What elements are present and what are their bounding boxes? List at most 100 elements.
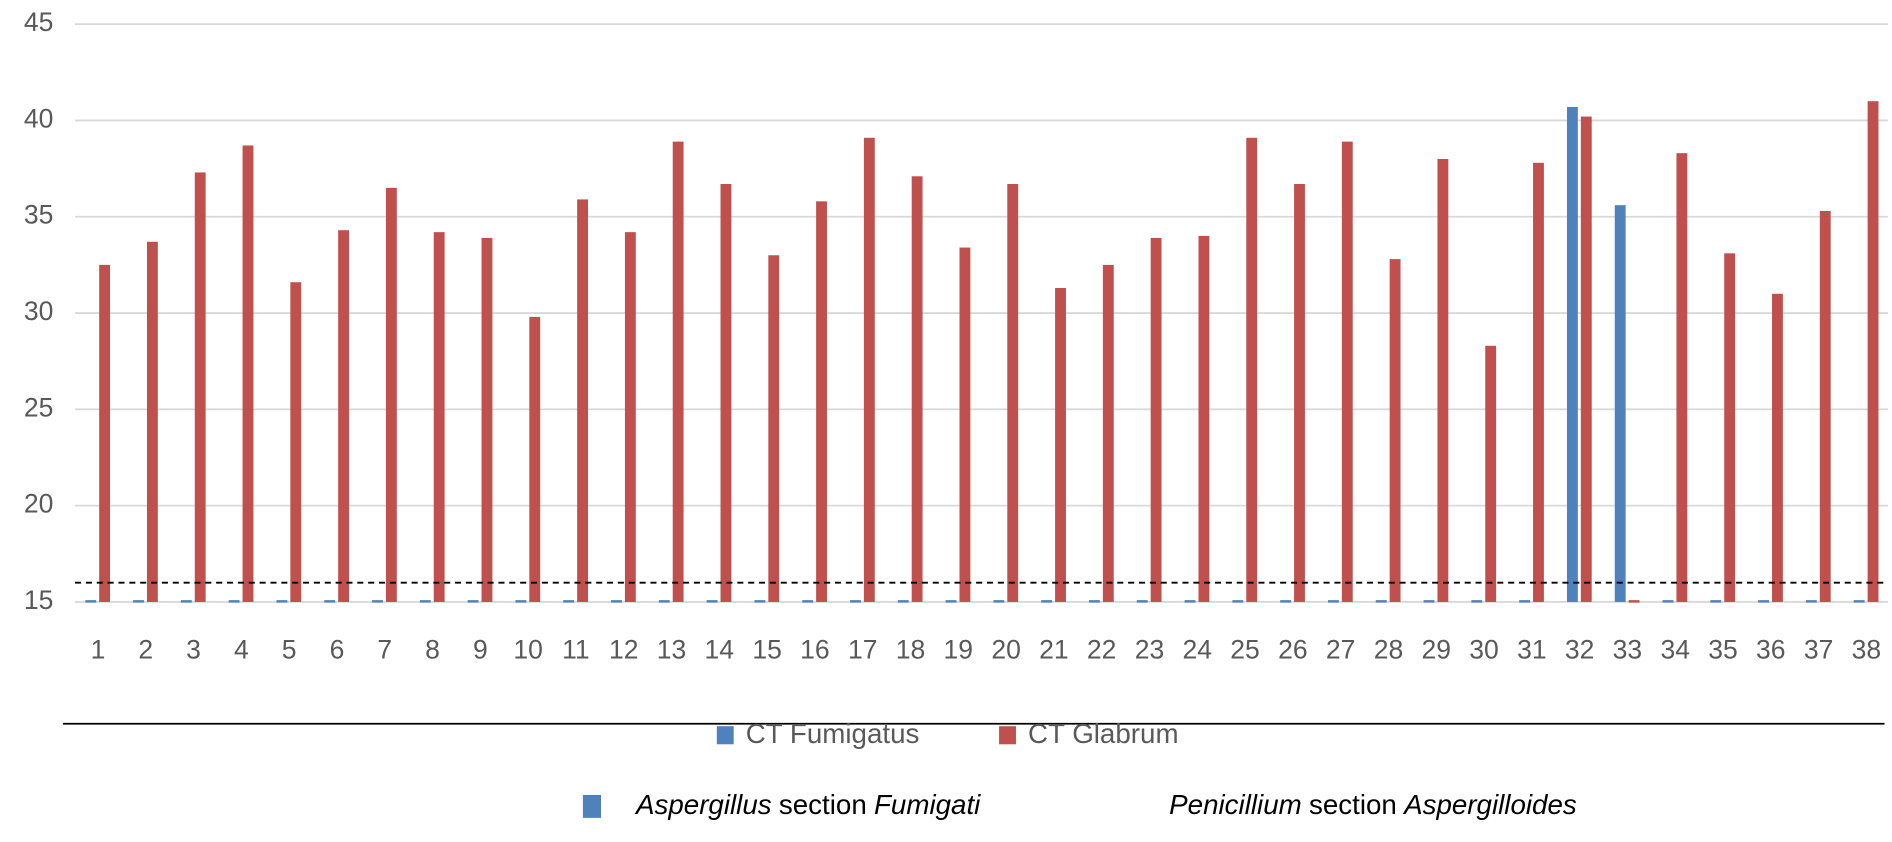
x-tick-label: 1	[91, 634, 106, 664]
x-tick-label: 30	[1469, 634, 1498, 664]
x-tick-label: 38	[1852, 634, 1881, 664]
bar	[324, 600, 336, 603]
x-tick-label: 26	[1278, 634, 1308, 664]
x-tick-label: 29	[1421, 634, 1450, 664]
bar	[133, 600, 144, 603]
x-tick-label: 17	[848, 634, 878, 664]
y-tick-label: 20	[24, 489, 54, 519]
x-tick-label: 4	[234, 634, 249, 664]
y-tick-label: 35	[24, 200, 54, 230]
bar	[802, 600, 814, 603]
x-tick-label: 9	[473, 634, 488, 664]
x-tick-label: 13	[657, 634, 687, 664]
y-tick-label: 15	[24, 585, 54, 615]
bar	[1628, 600, 1640, 603]
x-tick-label: 16	[800, 634, 830, 664]
bar	[1055, 287, 1066, 602]
bar	[194, 172, 206, 602]
x-tick-label: 22	[1087, 634, 1117, 664]
bar	[1375, 600, 1387, 603]
x-tick-label: 19	[944, 634, 974, 664]
bar	[1485, 345, 1497, 602]
bar	[945, 600, 957, 603]
x-tick-label: 28	[1374, 634, 1403, 664]
bar	[1580, 116, 1592, 602]
bar	[1280, 600, 1292, 603]
bar	[228, 600, 240, 603]
bar	[754, 600, 766, 603]
bar	[672, 141, 684, 602]
footnote-swatch	[582, 794, 601, 818]
y-tick-label: 25	[24, 392, 54, 422]
x-tick-label: 24	[1183, 634, 1213, 664]
x-tick-label: 5	[282, 634, 297, 664]
y-tick-label: 40	[24, 103, 54, 133]
bar	[959, 247, 971, 602]
bar	[1246, 137, 1258, 602]
footnote-part: section	[779, 789, 867, 820]
footnote-label: Penicillium section Aspergilloides	[1169, 789, 1577, 820]
bar	[1423, 600, 1435, 603]
bar	[433, 232, 445, 602]
bar	[372, 600, 383, 603]
bar	[658, 600, 670, 603]
bar	[1102, 264, 1114, 602]
bar	[242, 145, 254, 602]
x-tick-label: 33	[1613, 634, 1643, 664]
y-tick-label: 30	[24, 296, 54, 326]
x-tick-label: 18	[896, 634, 926, 664]
bar	[1676, 153, 1688, 602]
bar	[1437, 158, 1449, 602]
bar	[338, 230, 350, 602]
bar	[515, 600, 527, 603]
bar	[577, 199, 588, 602]
bar	[1150, 237, 1162, 602]
x-tick-label: 6	[330, 634, 345, 664]
bar	[1089, 600, 1100, 603]
legend-label: CT Glabrum	[1028, 718, 1179, 749]
x-tick-label: 23	[1135, 634, 1165, 664]
bar	[911, 176, 923, 602]
x-tick-label: 12	[609, 634, 639, 664]
bar	[1772, 293, 1783, 602]
bar	[1184, 600, 1196, 603]
bar	[1853, 600, 1865, 603]
x-tick-label: 14	[705, 634, 735, 664]
bar	[897, 600, 909, 603]
bar	[1136, 600, 1148, 603]
bar	[1232, 600, 1244, 603]
bar	[1007, 183, 1019, 602]
bar	[1389, 259, 1401, 602]
bar	[768, 255, 780, 602]
x-tick-label: 3	[186, 634, 201, 664]
x-tick-label: 37	[1804, 634, 1833, 664]
bar	[850, 600, 861, 603]
x-tick-label: 34	[1660, 634, 1690, 664]
legend-swatch	[716, 726, 734, 745]
bar	[706, 600, 718, 603]
bar	[1758, 600, 1770, 603]
bar	[1471, 600, 1483, 603]
bar	[1294, 183, 1305, 602]
x-tick-label: 31	[1517, 634, 1547, 664]
bar	[1327, 600, 1339, 603]
x-tick-label: 11	[562, 634, 590, 664]
bar	[1198, 235, 1210, 602]
x-tick-label: 27	[1326, 634, 1356, 664]
bar	[481, 237, 493, 602]
bar	[180, 600, 192, 603]
bar	[419, 600, 431, 603]
bar	[993, 600, 1005, 603]
bar	[563, 600, 575, 603]
bar	[624, 232, 636, 602]
footnote-part: section	[1309, 789, 1397, 820]
bar	[611, 600, 622, 603]
bar	[1614, 205, 1626, 602]
x-tick-label: 8	[425, 634, 440, 664]
x-tick-label: 10	[513, 634, 543, 664]
bar	[1519, 600, 1531, 603]
bar	[99, 264, 111, 602]
x-tick-label: 32	[1565, 634, 1595, 664]
x-tick-label: 15	[752, 634, 782, 664]
